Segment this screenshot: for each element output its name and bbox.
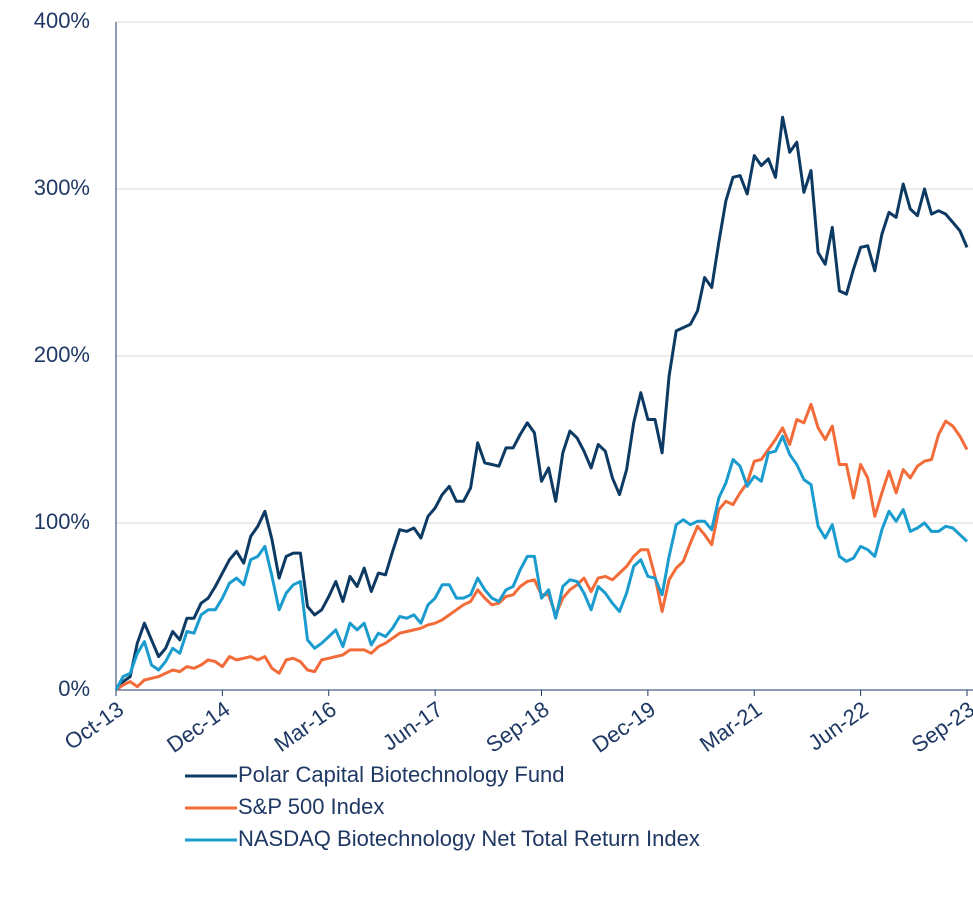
series-line xyxy=(114,115,969,691)
x-tick-label: Sep-18 xyxy=(481,696,553,757)
legend-label: S&P 500 Index xyxy=(238,794,384,819)
legend-label: Polar Capital Biotechnology Fund xyxy=(238,762,565,787)
legend-label: NASDAQ Biotechnology Net Total Return In… xyxy=(238,826,700,851)
x-tick-label: Mar-21 xyxy=(695,696,766,756)
y-tick-label: 400% xyxy=(34,8,90,33)
y-tick-label: 200% xyxy=(34,342,90,367)
y-tick-label: 0% xyxy=(58,676,90,701)
x-tick-label: Jun-17 xyxy=(378,696,447,755)
x-tick-label: Dec-19 xyxy=(588,696,660,757)
y-tick-label: 100% xyxy=(34,509,90,534)
series-line xyxy=(115,402,969,692)
x-tick-label: Oct-13 xyxy=(60,696,128,754)
y-tick-label: 300% xyxy=(34,175,90,200)
x-tick-label: Mar-16 xyxy=(270,696,341,756)
x-tick-label: Sep-23 xyxy=(907,696,973,757)
x-tick-label: Jun-22 xyxy=(803,696,872,755)
x-tick-label: Dec-14 xyxy=(162,696,234,757)
series-line xyxy=(114,434,969,691)
